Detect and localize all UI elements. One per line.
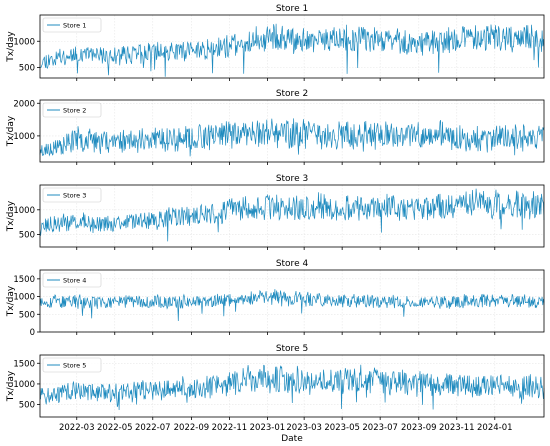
y-tick-label: 500 (19, 64, 35, 74)
y-tick-label: 0 (30, 328, 35, 338)
panel-2: 1000 2000 Store 2 Tx/day Store 2 (6, 89, 545, 165)
x-tick-label: 2022-09 (174, 423, 210, 433)
x-tick-label: 2024-01 (477, 423, 513, 433)
y-tick-label: 1000 (13, 380, 35, 390)
legend-box (42, 357, 102, 373)
panel-5: 500 1000 1500 Store 5 Tx/day Store 5 (6, 344, 545, 420)
series-line-store-3 (39, 188, 545, 242)
x-tick-label: 2023-01 (250, 423, 286, 433)
panel-title: Store 2 (276, 89, 308, 99)
x-tick-label: 2023-11 (439, 423, 475, 433)
x-tick-label: 2022-07 (135, 423, 171, 433)
legend-label: Store 1 (63, 22, 86, 30)
y-tick-label: 1000 (13, 37, 35, 47)
y-axis-label: Tx/day (6, 115, 16, 147)
x-tick-label: 2022-11 (212, 423, 248, 433)
legend-box (42, 187, 102, 203)
legend-box (42, 102, 102, 118)
panel-4: 0 500 1000 1500 Store 4 Tx/day Store 4 (6, 259, 545, 338)
x-tick-label: 2023-05 (324, 423, 360, 433)
panel-1: 500 1000 Store 1 Tx/day Store 1 (6, 4, 545, 81)
panel-title: Store 1 (276, 4, 308, 14)
legend-label: Store 5 (63, 362, 86, 370)
axes-frame (39, 269, 545, 333)
legend-box (42, 272, 102, 288)
y-axis-label: Tx/day (6, 31, 16, 63)
axes-frame (39, 99, 545, 163)
x-tick-label: 2022-03 (59, 423, 95, 433)
panel-title: Store 3 (276, 174, 308, 184)
legend: Store 1 (42, 17, 102, 33)
y-axis-label: Tx/day (6, 200, 16, 232)
y-tick-label: 500 (19, 401, 35, 411)
x-axis-label: Date (281, 434, 303, 444)
axes-frame (39, 184, 545, 248)
y-tick-label: 1000 (13, 206, 35, 216)
legend: Store 2 (42, 102, 102, 118)
x-tick-label: 2022-05 (97, 423, 133, 433)
series-line-store-4 (39, 289, 545, 322)
y-axis-label: Tx/day (6, 370, 16, 402)
legend: Store 4 (42, 272, 102, 288)
panel-3: 500 1000 Store 3 Tx/day Store 3 (6, 174, 545, 250)
legend: Store 3 (42, 187, 102, 203)
x-tick-label: 2023-07 (362, 423, 398, 433)
y-tick-label: 500 (19, 310, 35, 320)
legend-label: Store 4 (63, 277, 86, 285)
series-line-store-2 (39, 118, 545, 157)
axes-frame (39, 14, 545, 79)
panel-title: Store 4 (276, 259, 309, 269)
x-tick-label: 2023-09 (401, 423, 437, 433)
y-tick-label: 1000 (13, 132, 35, 142)
y-tick-label: 2000 (13, 99, 35, 109)
y-tick-label: 1500 (13, 359, 35, 369)
legend-label: Store 2 (63, 107, 86, 115)
legend: Store 5 (42, 357, 102, 373)
y-axis-label: Tx/day (6, 285, 16, 317)
series-line-store-1 (39, 23, 545, 77)
axes-frame (39, 354, 545, 418)
y-tick-label: 500 (19, 231, 35, 241)
y-tick-label: 1000 (13, 293, 35, 303)
y-tick-label: 1500 (13, 275, 35, 285)
legend-label: Store 3 (63, 192, 86, 200)
panel-title: Store 5 (276, 344, 308, 354)
series-line-store-5 (39, 364, 545, 411)
legend-box (42, 17, 102, 33)
x-tick-label: 2023-03 (286, 423, 322, 433)
